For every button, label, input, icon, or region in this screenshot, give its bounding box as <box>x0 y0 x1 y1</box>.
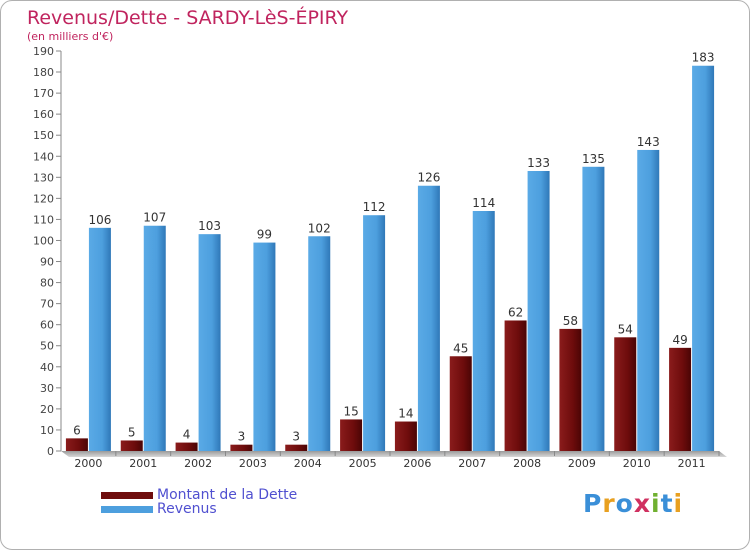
legend-label-revenue: Revenus <box>157 501 217 517</box>
data-label-revenue: 112 <box>363 200 386 214</box>
bar-revenue <box>637 149 660 451</box>
bar-debt <box>449 356 472 451</box>
data-label-debt: 3 <box>292 430 300 444</box>
bar-debt <box>394 421 417 451</box>
y-tick-label: 10 <box>40 424 54 437</box>
bar-debt <box>504 320 527 451</box>
bar-debt <box>340 419 363 451</box>
bars <box>65 65 715 451</box>
data-label-revenue: 102 <box>308 221 331 235</box>
data-label-revenue: 114 <box>472 196 495 210</box>
data-label-debt: 49 <box>672 333 687 347</box>
y-tick-label: 160 <box>33 108 54 121</box>
bar-debt <box>669 347 692 451</box>
legend-label-debt: Montant de la Dette <box>157 487 298 503</box>
bar-debt <box>65 438 88 451</box>
data-label-debt: 14 <box>398 407 413 421</box>
bar-revenue <box>143 225 166 451</box>
bar-revenue <box>88 227 111 451</box>
x-tick-label: 2003 <box>239 457 267 470</box>
legend-item-debt: Montant de la Dette <box>101 487 298 503</box>
bar-revenue <box>198 234 221 451</box>
data-label-revenue: 143 <box>637 135 660 149</box>
y-tick-label: 20 <box>40 403 54 416</box>
y-tick-label: 170 <box>33 87 54 100</box>
data-label-debt: 4 <box>183 428 191 442</box>
x-tick-label: 2005 <box>349 457 377 470</box>
bar-revenue <box>308 236 331 451</box>
chart-title: Revenus/Dette - SARDY-LèS-ÉPIRY <box>27 7 349 29</box>
x-tick-label: 2007 <box>458 457 486 470</box>
y-tick-label: 110 <box>33 213 54 226</box>
y-tick-label: 130 <box>33 171 54 184</box>
bar-revenue <box>582 166 605 451</box>
data-label-debt: 6 <box>73 423 81 437</box>
y-tick-label: 70 <box>40 298 54 311</box>
bar-revenue <box>363 215 386 451</box>
data-labels: 6 106 5 107 4 103 3 99 3 102 15 112 14 126 45 114 62 133 5… <box>73 51 714 444</box>
y-tick-label: 120 <box>33 192 54 205</box>
y-tick-label: 150 <box>33 129 54 142</box>
data-label-debt: 54 <box>618 322 633 336</box>
x-tick-label: 2001 <box>129 457 157 470</box>
x-tick-label: 2004 <box>294 457 322 470</box>
data-label-revenue: 133 <box>527 156 550 170</box>
bar-debt <box>175 442 198 451</box>
data-label-revenue: 103 <box>198 219 221 233</box>
bar-debt <box>120 440 143 451</box>
bar-debt <box>614 337 637 451</box>
x-tick-label: 2011 <box>678 457 706 470</box>
x-tick-label: 2009 <box>568 457 596 470</box>
axes: 0 10 20 30 40 50 60 70 80 90 100 110 120 130 140 150 160… <box>33 45 727 470</box>
bar-debt <box>285 444 308 451</box>
x-tick-label: 2002 <box>184 457 212 470</box>
data-label-debt: 5 <box>128 425 136 439</box>
x-tick-label: 2006 <box>403 457 431 470</box>
x-tick-label: 2000 <box>74 457 102 470</box>
y-tick-label: 180 <box>33 66 54 79</box>
data-label-revenue: 99 <box>257 228 272 242</box>
y-tick-label: 30 <box>40 382 54 395</box>
y-tick-label: 60 <box>40 319 54 332</box>
data-label-revenue: 107 <box>143 211 166 225</box>
bar-revenue <box>527 171 550 451</box>
data-label-debt: 15 <box>343 404 358 418</box>
y-tick-label: 90 <box>40 256 54 269</box>
legend-swatch-debt <box>101 491 153 499</box>
data-label-debt: 58 <box>563 314 578 328</box>
y-tick-label: 100 <box>33 234 54 247</box>
y-tick-label: 140 <box>33 150 54 163</box>
x-tick-label: 2008 <box>513 457 541 470</box>
data-label-revenue: 126 <box>417 171 440 185</box>
y-tick-label: 50 <box>40 340 54 353</box>
data-label-debt: 3 <box>238 430 246 444</box>
x-tick-label: 2010 <box>623 457 651 470</box>
proxiti-logo: Proxiti <box>583 489 684 518</box>
bar-revenue <box>692 65 715 451</box>
bar-revenue <box>472 211 495 451</box>
bar-revenue <box>417 185 440 451</box>
legend-swatch-revenue <box>101 505 153 513</box>
data-label-debt: 62 <box>508 305 523 319</box>
data-label-revenue: 183 <box>692 51 715 65</box>
legend-item-revenue: Revenus <box>101 501 217 517</box>
y-tick-label: 40 <box>40 361 54 374</box>
data-label-revenue: 106 <box>88 213 111 227</box>
data-label-revenue: 135 <box>582 152 605 166</box>
y-tick-label: 190 <box>33 45 54 58</box>
y-tick-label: 0 <box>47 445 54 458</box>
y-tick-label: 80 <box>40 277 54 290</box>
bar-debt <box>230 444 253 451</box>
chart-floor <box>61 451 727 457</box>
bar-revenue <box>253 242 276 451</box>
chart-subtitle: (en milliers d'€) <box>27 30 114 43</box>
data-label-debt: 45 <box>453 341 468 355</box>
bar-debt <box>559 328 582 451</box>
